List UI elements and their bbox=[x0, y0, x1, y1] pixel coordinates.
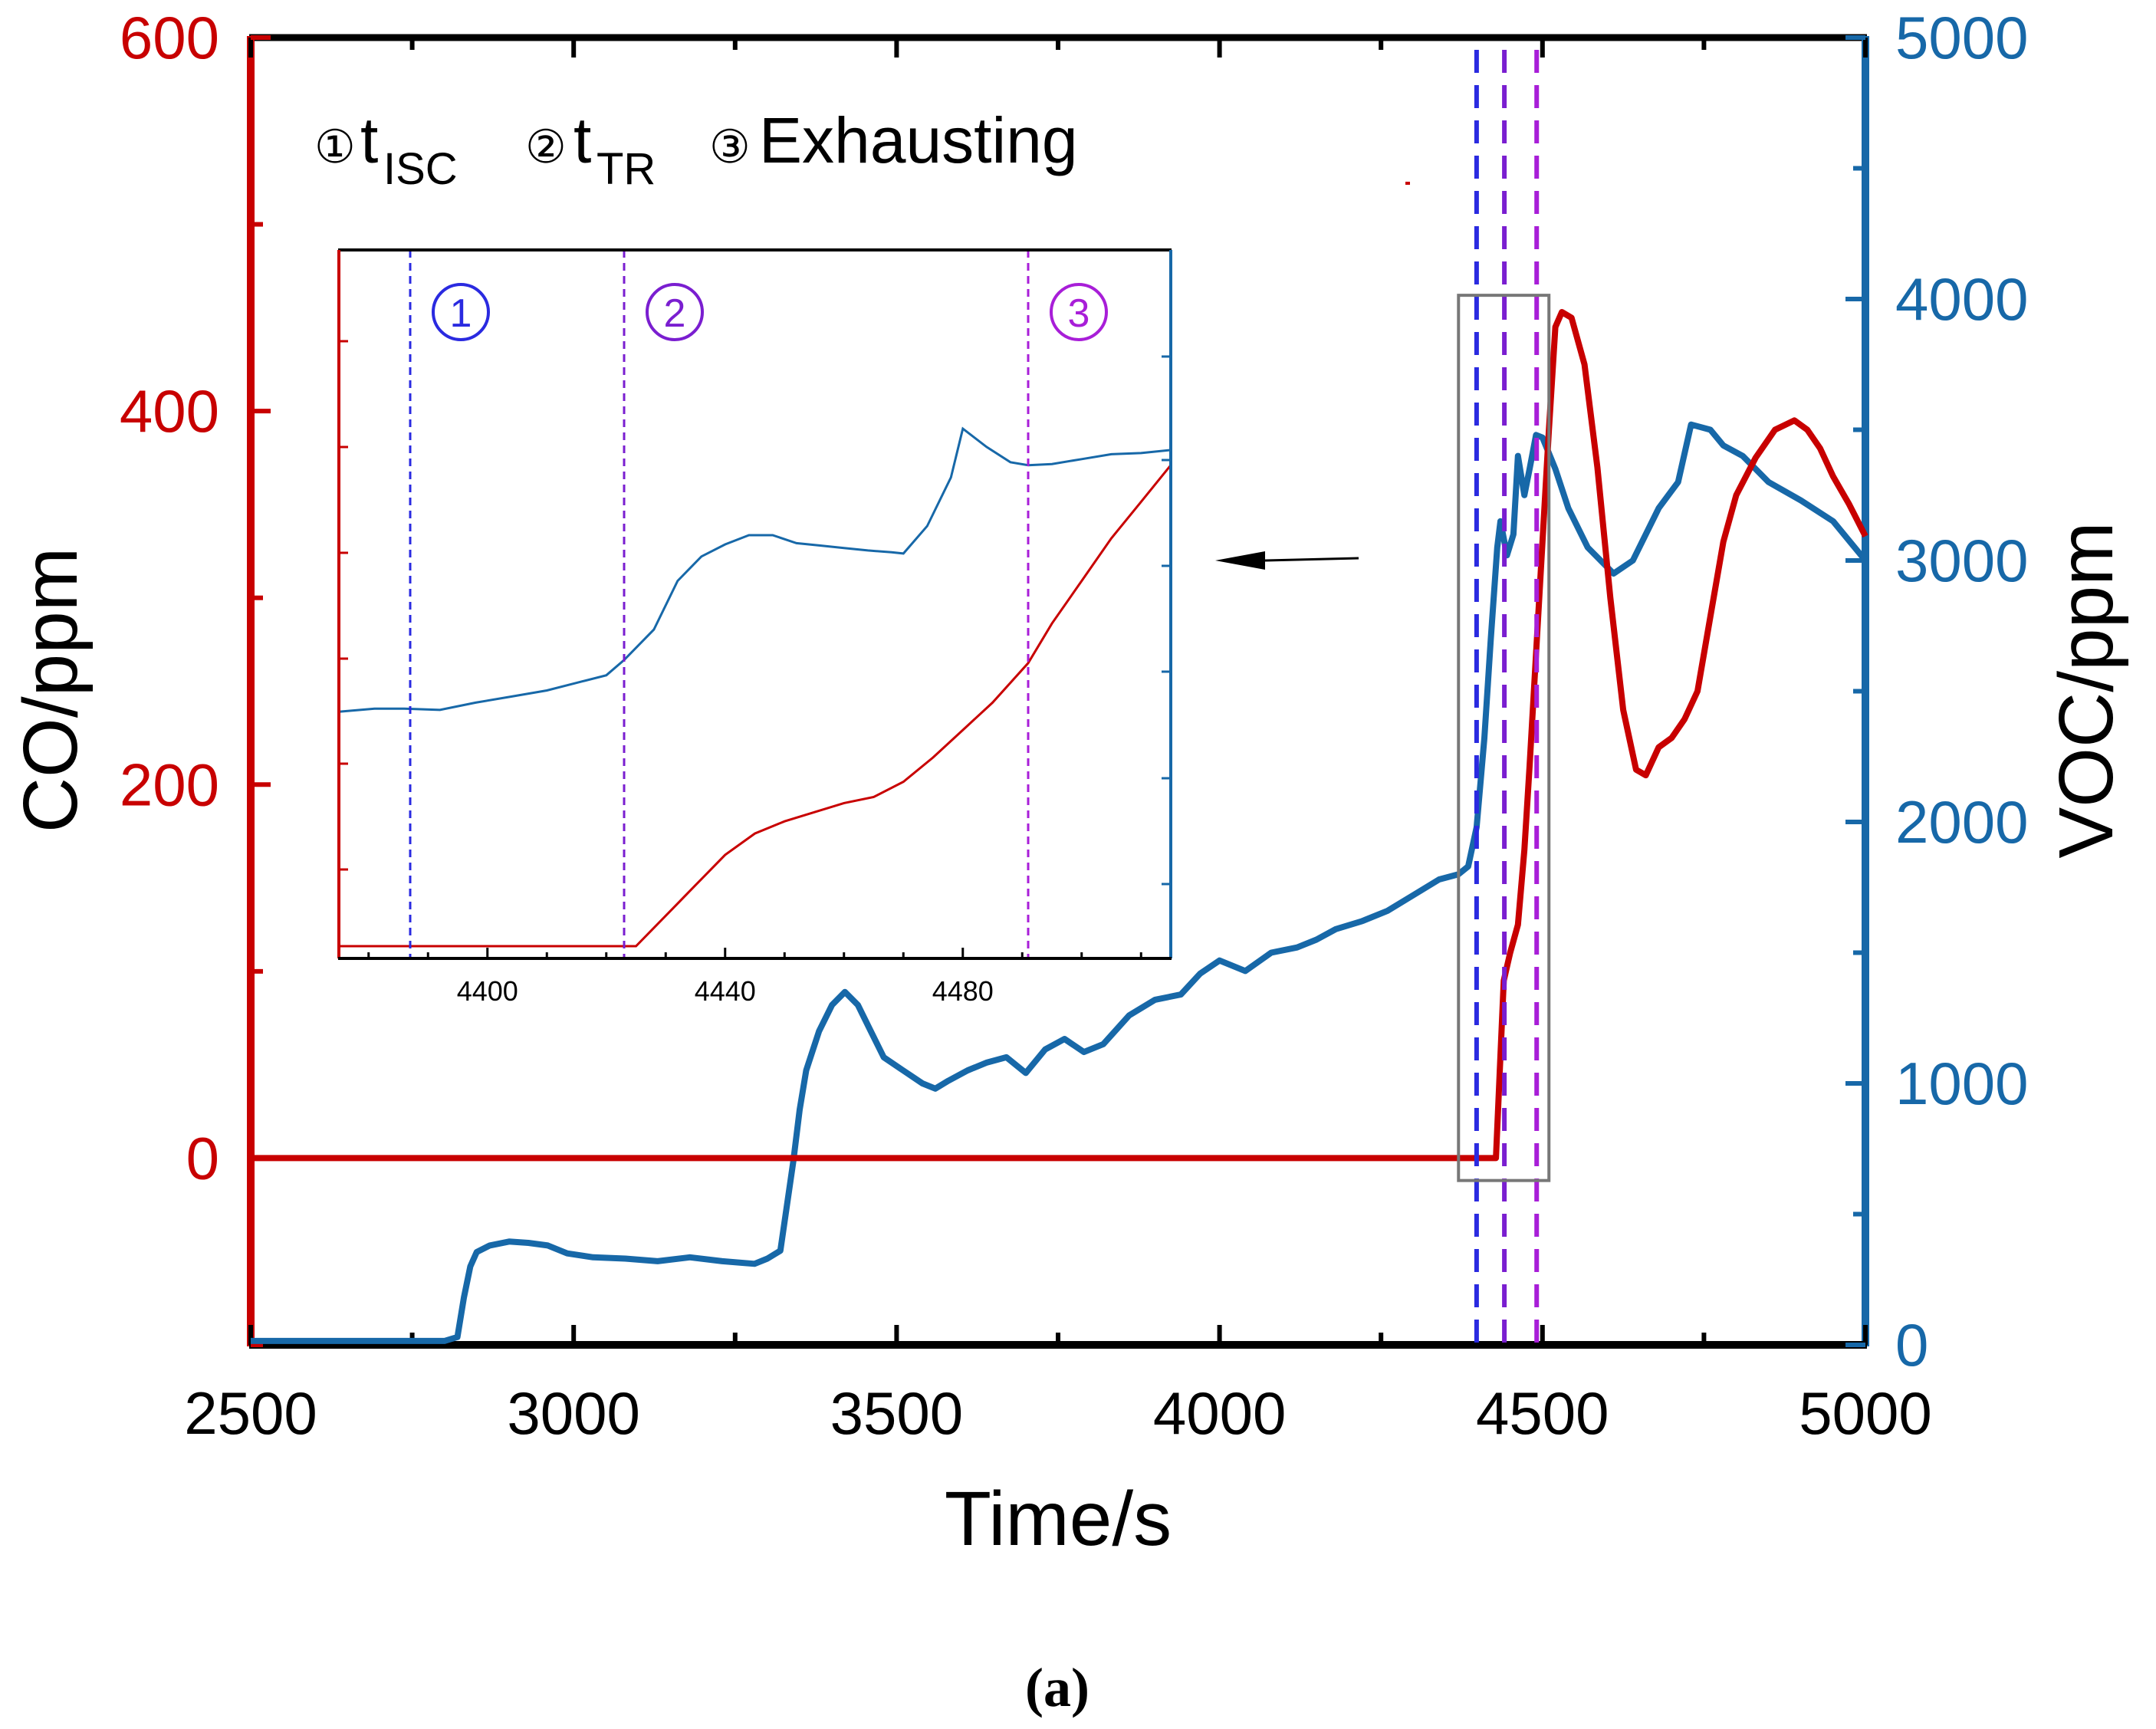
legend-main-1: t bbox=[360, 104, 378, 176]
x-tick-label: 5000 bbox=[1799, 1379, 1932, 1447]
legend-sub-1: ISC bbox=[383, 144, 458, 194]
left-tick-label: 200 bbox=[120, 751, 219, 818]
left-axis-title: CO/ppm bbox=[8, 547, 94, 833]
zoom-region-box bbox=[1457, 294, 1551, 1182]
right-tick-label: 1000 bbox=[1895, 1050, 2029, 1117]
inset-x-tick-label: 4400 bbox=[457, 975, 518, 1007]
right-axis-title: VOC/ppm bbox=[2043, 521, 2129, 858]
inset-chart: 1 2 3 4400 4440 4480 bbox=[337, 248, 1172, 1007]
right-tick-label: 2000 bbox=[1895, 788, 2029, 856]
zoom-arrow bbox=[1215, 551, 1359, 570]
voc-series-line bbox=[251, 421, 1868, 1344]
x-tick-label: 3000 bbox=[507, 1379, 640, 1447]
inset-marker-label: 3 bbox=[1068, 291, 1090, 336]
inset-marker-badge bbox=[646, 283, 704, 341]
right-tick-label: 3000 bbox=[1895, 527, 2029, 594]
event-marker-lines bbox=[1474, 50, 1540, 1345]
inset-co-line bbox=[339, 464, 1172, 948]
legend-item-ttr: ② t TR bbox=[525, 104, 656, 194]
inset-axis-ticks bbox=[339, 340, 1171, 958]
left-tick-label: 600 bbox=[120, 4, 219, 71]
inset-voc-line bbox=[338, 426, 1172, 713]
inset-marker-badge bbox=[1050, 283, 1108, 341]
legend-main-2: t bbox=[574, 104, 591, 176]
legend-main-3: Exhausting bbox=[759, 104, 1078, 176]
axis-ticks bbox=[248, 35, 1868, 1347]
inset-background bbox=[339, 250, 1171, 958]
legend-item-exhausting: ③ Exhausting bbox=[709, 104, 1078, 176]
x-axis-title: Time/s bbox=[945, 1476, 1172, 1562]
left-tick-label: 0 bbox=[186, 1124, 219, 1192]
x-tick-label: 4500 bbox=[1476, 1379, 1609, 1447]
figure-caption: (a) bbox=[1025, 1657, 1090, 1718]
legend-symbol-1: ① bbox=[314, 121, 356, 173]
legend: ① t ISC ② t TR ③ Exhausting bbox=[314, 104, 1078, 194]
inset-marker-lines: 1 2 3 bbox=[409, 250, 1108, 958]
x-tick-label: 3500 bbox=[830, 1379, 964, 1447]
co-series-line bbox=[251, 309, 1868, 1162]
legend-item-tisc: ① t ISC bbox=[314, 104, 458, 194]
left-tick-label: 400 bbox=[120, 377, 219, 445]
inset-x-tick-label: 4480 bbox=[932, 975, 994, 1007]
stray-mark bbox=[1405, 182, 1410, 185]
right-tick-label: 0 bbox=[1895, 1311, 1928, 1379]
right-tick-label: 5000 bbox=[1895, 4, 2029, 71]
x-tick-label: 2500 bbox=[184, 1379, 317, 1447]
inset-marker-label: 1 bbox=[450, 291, 472, 336]
inset-x-tick-label: 4440 bbox=[695, 975, 756, 1007]
inset-tick-labels: 4400 4440 4480 bbox=[457, 975, 994, 1007]
x-tick-label: 4000 bbox=[1153, 1379, 1287, 1447]
legend-symbol-3: ③ bbox=[709, 121, 751, 173]
legend-sub-2: TR bbox=[597, 144, 656, 194]
axis-tick-labels: 2500 3000 3500 4000 4500 50000200400600010002… bbox=[120, 4, 2029, 1447]
inset-marker-label: 2 bbox=[664, 291, 686, 336]
right-tick-label: 4000 bbox=[1895, 265, 2029, 333]
inset-marker-badge bbox=[432, 283, 490, 341]
legend-symbol-2: ② bbox=[525, 121, 567, 173]
